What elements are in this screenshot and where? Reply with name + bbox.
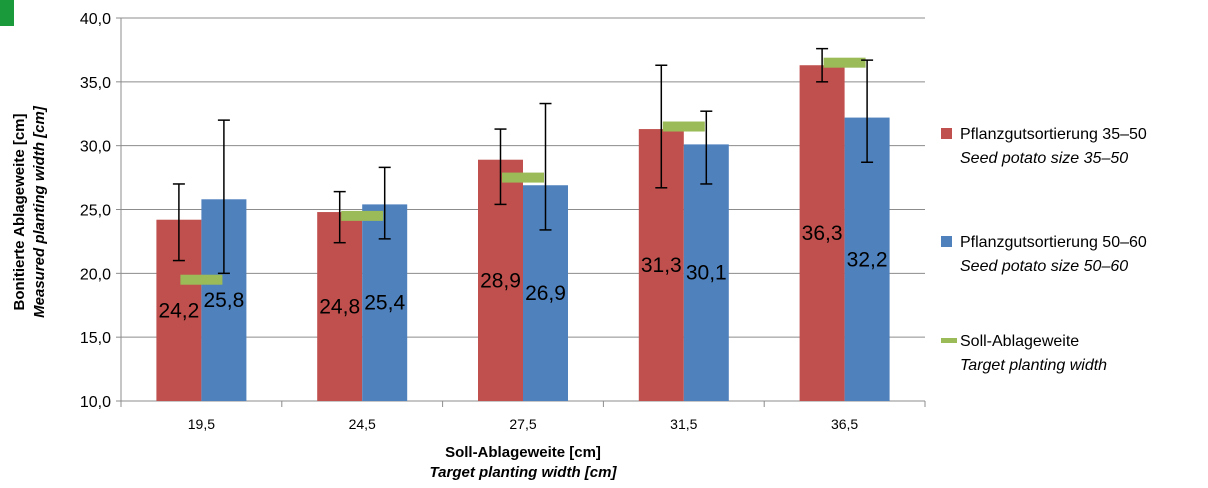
y-tick-label: 40,0 (80, 11, 111, 28)
x-tick-label: 31,5 (670, 416, 697, 432)
x-axis-title: Soll-Ablageweite [cm] (445, 444, 601, 461)
legend-swatch-series-1 (941, 128, 952, 139)
legend-label-target: Soll-Ablageweite (960, 333, 1079, 350)
x-tick-label: 36,5 (831, 416, 858, 432)
legend-label-series-1-en: Seed potato size 35–50 (960, 150, 1128, 167)
bar-series-1 (317, 212, 363, 401)
bar-series-2 (844, 117, 890, 401)
data-label-series-1: 36,3 (802, 222, 843, 245)
y-tick-label: 15,0 (80, 330, 111, 347)
target-marker (341, 210, 384, 221)
x-axis-title-en: Target planting width [cm] (430, 464, 618, 481)
data-label-series-1: 24,8 (319, 296, 360, 319)
y-axis-title-en: Measured planting width [cm] (31, 105, 48, 318)
bar-series-1 (799, 65, 845, 401)
y-tick-label: 35,0 (80, 75, 111, 92)
target-markers (180, 57, 866, 285)
legend-label-series-1: Pflanzgutsortierung 35–50 (960, 126, 1147, 143)
x-tick-label: 19,5 (188, 416, 215, 432)
data-label-series-2: 26,9 (525, 282, 566, 305)
y-tick-label: 25,0 (80, 203, 111, 220)
target-marker (502, 172, 544, 183)
x-axis: 19,5 24,5 27,5 31,5 36,5 (120, 400, 926, 432)
legend-swatch-series-2 (941, 236, 952, 247)
y-tick-label: 30,0 (80, 139, 111, 156)
error-bars (172, 47, 874, 275)
target-marker (180, 274, 223, 285)
data-label-series-2: 32,2 (847, 248, 888, 271)
corner-logo-mark (0, 0, 14, 26)
bar-series-2 (683, 144, 729, 401)
y-tick-label: 20,0 (80, 266, 111, 283)
data-label-series-1: 24,2 (158, 299, 199, 322)
bars (156, 65, 890, 401)
legend-label-series-2-en: Seed potato size 50–60 (960, 258, 1128, 275)
data-label-series-1: 31,3 (641, 254, 682, 277)
legend-swatch-target (941, 338, 957, 343)
data-label-series-2: 25,8 (203, 289, 244, 312)
legend-label-series-2: Pflanzgutsortierung 50–60 (960, 234, 1147, 251)
target-marker (662, 121, 705, 132)
x-tick-label: 24,5 (349, 416, 376, 432)
target-marker (823, 57, 866, 68)
data-label-series-1: 28,9 (480, 269, 521, 292)
data-label-series-2: 30,1 (686, 262, 727, 285)
legend: Pflanzgutsortierung 35–50 Seed potato si… (941, 126, 1147, 374)
x-tick-label: 27,5 (509, 416, 536, 432)
y-axis: 10,0 15,0 20,0 25,0 30,0 35,0 40,0 (80, 11, 122, 411)
data-label-series-2: 25,4 (364, 292, 405, 315)
legend-label-target-en: Target planting width (960, 357, 1107, 374)
data-labels: 24,2 25,8 24,8 25,4 28,926,9 31,3 30,1 36,332,2 (158, 222, 887, 322)
y-axis-title: Bonitierte Ablageweite [cm] (11, 114, 28, 311)
y-tick-label: 10,0 (80, 394, 111, 411)
